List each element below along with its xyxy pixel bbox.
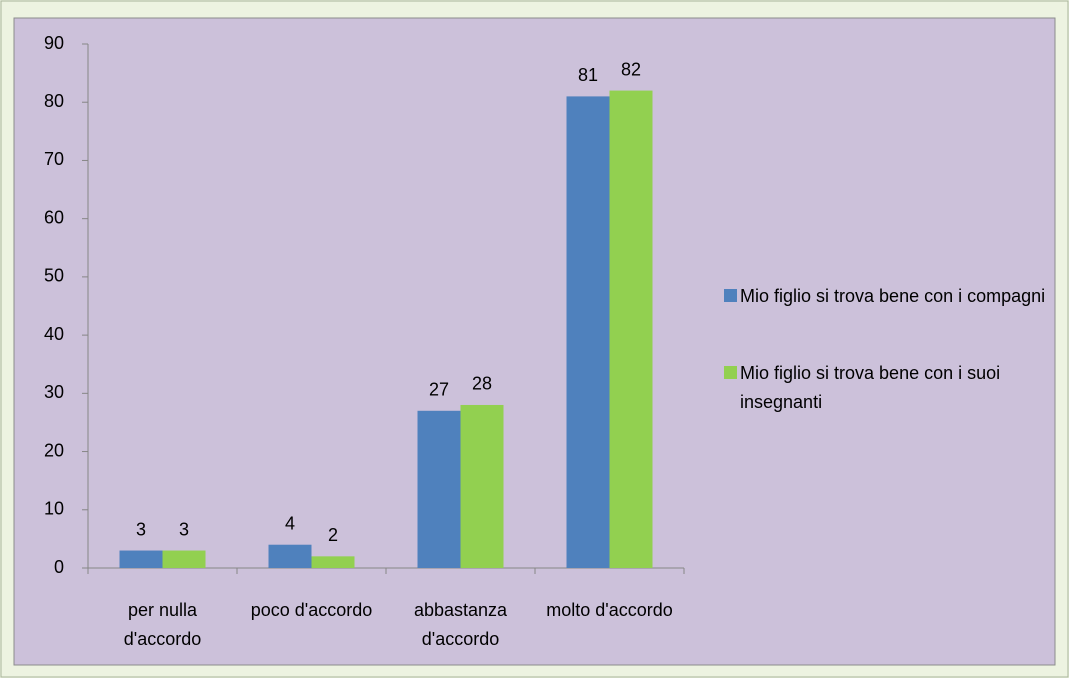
legend-label: Mio figlio si trova bene con i compagni (740, 286, 1046, 306)
bar (417, 410, 461, 568)
data-label: 27 (429, 380, 449, 400)
data-label: 3 (179, 519, 189, 539)
data-label: 2 (328, 525, 338, 545)
y-tick-label: 20 (44, 440, 64, 460)
legend-swatch (724, 366, 737, 379)
y-tick-label: 10 (44, 499, 64, 519)
x-tick-label: per nulla d'accordo (123, 600, 202, 649)
legend-label: Mio figlio si trova bene con i suoi inse… (740, 363, 1001, 412)
y-tick-label: 0 (54, 557, 64, 577)
x-tick-label: abbastanza d'accordo (413, 600, 508, 649)
legend-swatch (724, 289, 737, 302)
data-label: 81 (578, 65, 598, 85)
data-label: 82 (621, 59, 641, 79)
y-tick-label: 70 (44, 149, 64, 169)
bar (268, 544, 312, 568)
y-tick-label: 40 (44, 324, 64, 344)
bar (162, 550, 206, 568)
y-tick-label: 50 (44, 266, 64, 286)
data-label: 4 (285, 513, 295, 533)
y-tick-label: 80 (44, 91, 64, 111)
y-tick-label: 90 (44, 33, 64, 53)
x-tick-label: poco d'accordo (250, 600, 373, 620)
bar (566, 96, 610, 569)
bar (609, 90, 653, 569)
y-tick-label: 60 (44, 207, 64, 227)
data-label: 3 (136, 519, 146, 539)
x-tick-label: molto d'accordo (546, 600, 673, 620)
bar (311, 556, 355, 568)
bar (119, 550, 163, 568)
bar (460, 404, 504, 568)
y-tick-label: 30 (44, 382, 64, 402)
data-label: 28 (472, 374, 492, 394)
